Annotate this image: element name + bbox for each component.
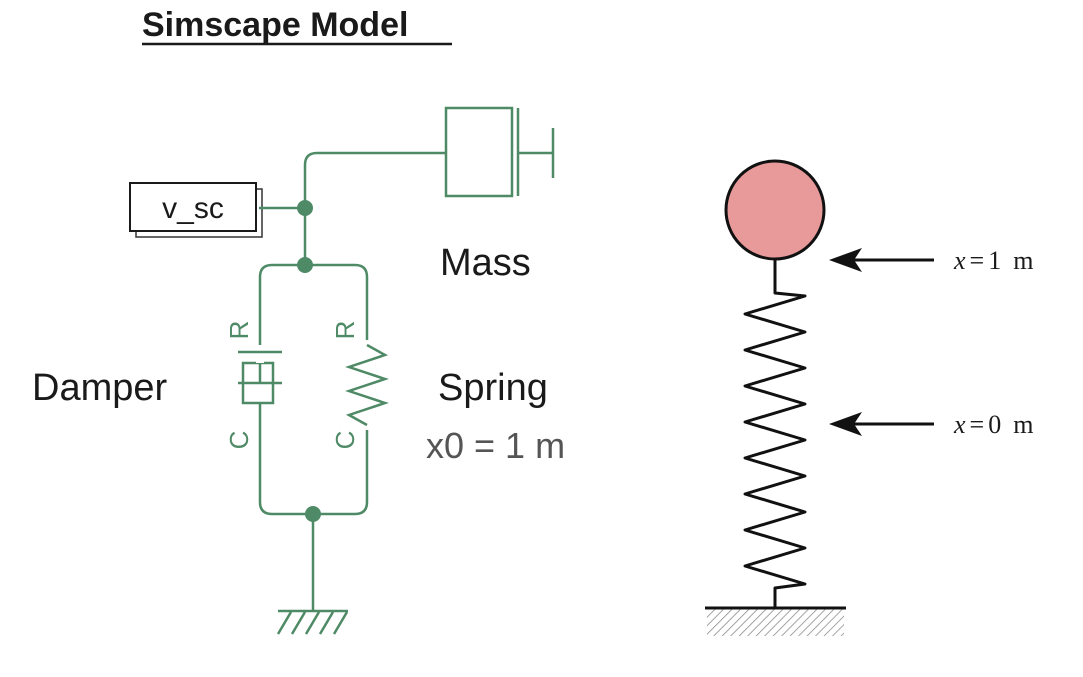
junction-dot <box>305 506 321 522</box>
junction-dot <box>297 257 313 273</box>
simscape-model: Simscape Model v_sc Mass <box>32 6 565 635</box>
mass-box <box>444 106 514 198</box>
mass-label: Mass <box>440 242 531 284</box>
spring-icon[interactable] <box>345 340 389 430</box>
marker-mid-label: x = 0 m <box>953 410 1033 439</box>
position-marker-top: x = 1 m <box>829 246 1033 275</box>
mass-ball <box>724 159 826 261</box>
damper-icon[interactable] <box>238 345 282 405</box>
spring-label: Spring <box>438 367 548 409</box>
mass-block-icon[interactable] <box>444 106 555 198</box>
position-marker-mid: x = 0 m <box>829 410 1033 439</box>
signal-label: v_sc <box>162 192 224 225</box>
wire-mass <box>303 151 446 265</box>
spring-port-r: R <box>330 321 360 340</box>
spring-zigzag <box>345 343 389 427</box>
damper-gap <box>256 345 264 363</box>
signal-block[interactable]: v_sc <box>129 182 263 238</box>
ground-icon <box>276 609 349 635</box>
simscape-title: Simscape Model <box>142 6 408 44</box>
marker-top-label: x = 1 m <box>953 246 1033 275</box>
signal-block-box <box>129 182 257 232</box>
damper-port-c: C <box>224 431 254 450</box>
ground-hatch <box>707 608 844 636</box>
damper-label: Damper <box>32 367 167 409</box>
coil-spring <box>743 259 807 608</box>
spring-port-c: C <box>330 431 360 450</box>
spring-param: x0 = 1 m <box>426 425 565 466</box>
physical-model: x = 1 m x = 0 m <box>705 159 1033 636</box>
junction-dot <box>297 200 313 216</box>
damper-port-r: R <box>224 321 254 340</box>
